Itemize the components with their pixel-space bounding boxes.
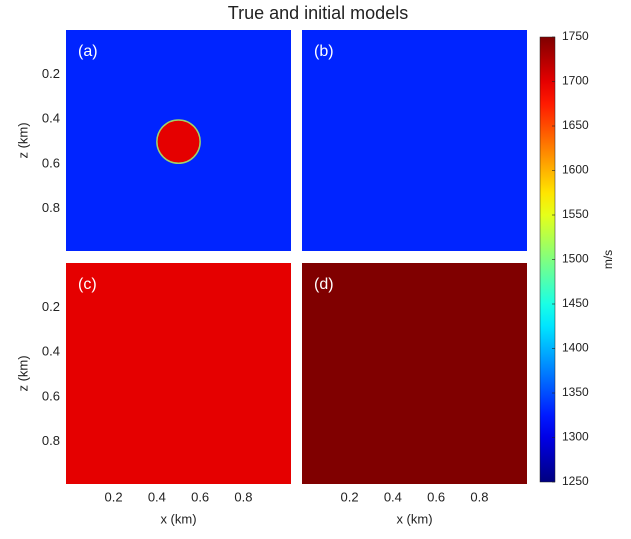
model-background (66, 263, 291, 484)
colorbar-tick-label: 1450 (562, 296, 589, 310)
colorbar-label: m/s (601, 250, 615, 269)
y-tick-label: 0.8 (42, 200, 60, 215)
colorbar-tick-label: 1550 (562, 207, 589, 221)
x-axis-label: x (km) (396, 511, 432, 526)
panel-label: (c) (78, 276, 97, 293)
colorbar-tick-label: 1400 (562, 341, 589, 355)
colorbar-tick-label: 1750 (562, 29, 589, 43)
panel-label: (a) (78, 43, 98, 60)
colorbar-tick-label: 1500 (562, 252, 589, 266)
colorbar-tick-label: 1600 (562, 163, 589, 177)
panel-label: (d) (314, 276, 334, 293)
y-tick-label: 0.4 (42, 111, 60, 126)
anomaly (156, 119, 201, 165)
model-background (302, 30, 527, 251)
x-tick-label: 0.2 (341, 489, 359, 504)
x-tick-label: 0.6 (191, 489, 209, 504)
panel-label: (b) (314, 43, 334, 60)
y-tick-label: 0.4 (42, 344, 60, 359)
y-tick-label: 0.8 (42, 433, 60, 448)
y-tick-label: 0.2 (42, 299, 60, 314)
x-tick-label: 0.8 (234, 489, 252, 504)
x-tick-label: 0.6 (427, 489, 445, 504)
y-axis-label: z (km) (15, 122, 30, 158)
y-axis-label: z (km) (15, 355, 30, 391)
colorbar-tick-label: 1650 (562, 118, 589, 132)
colorbar-tick-label: 1350 (562, 385, 589, 399)
colorbar-tick-label: 1300 (562, 430, 589, 444)
x-tick-label: 0.2 (105, 489, 123, 504)
x-axis-label: x (km) (160, 511, 196, 526)
x-tick-label: 0.4 (148, 489, 166, 504)
x-tick-label: 0.4 (384, 489, 402, 504)
y-tick-label: 0.2 (42, 66, 60, 81)
colorbar-tick-label: 1700 (562, 74, 589, 88)
y-tick-label: 0.6 (42, 388, 60, 403)
y-tick-label: 0.6 (42, 155, 60, 170)
chart-title: True and initial models (228, 3, 408, 23)
x-tick-label: 0.8 (470, 489, 488, 504)
colorbar-tick-label: 1250 (562, 474, 589, 488)
model-background (302, 263, 527, 484)
